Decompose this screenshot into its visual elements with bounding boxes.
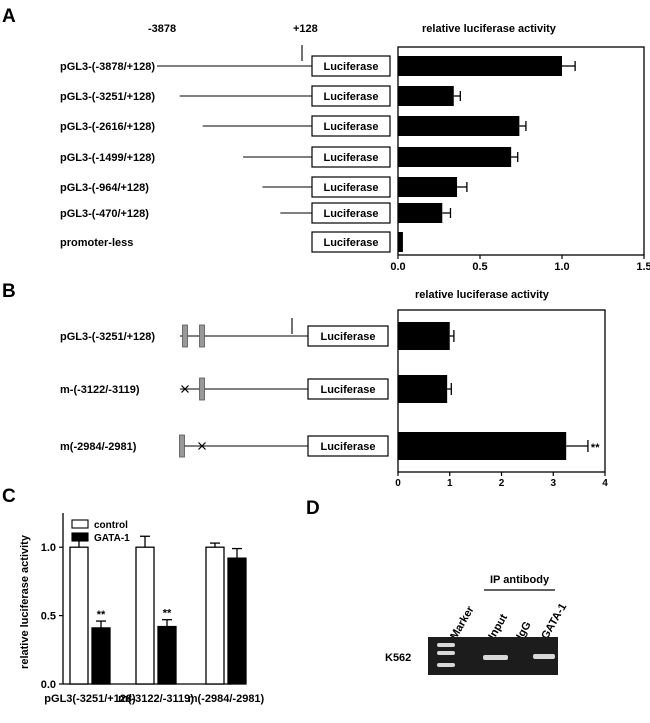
gata-site-b <box>199 324 205 348</box>
luciferase-label-a: Luciferase <box>323 208 378 220</box>
mutated-site-b <box>181 385 189 393</box>
x-tick-label-a: 0.0 <box>390 261 405 273</box>
input-band <box>483 655 508 660</box>
y-tick-label-c: 0.5 <box>41 611 56 623</box>
panel-letter-a: A <box>2 6 16 27</box>
luciferase-label-b: Luciferase <box>320 441 375 453</box>
bar-gata1-c <box>91 627 111 685</box>
construct-label-a: pGL3-(-2616/+128) <box>60 121 155 133</box>
construct-label-a: promoter-less <box>60 237 133 249</box>
bar-gata1-c <box>157 625 177 685</box>
construct-label-a: pGL3-(-3251/+128) <box>60 91 155 103</box>
marker-band-1 <box>437 643 455 647</box>
luciferase-box-a <box>311 55 391 77</box>
luciferase-label-b: Luciferase <box>320 384 375 396</box>
gata-site-b <box>199 377 205 401</box>
construct-label-a: pGL3-(-470/+128) <box>60 208 149 220</box>
x-category-label-c: pGL3(-3251/+128) <box>44 693 136 705</box>
luciferase-box-b <box>307 378 389 400</box>
legend-label-c: control <box>94 520 128 531</box>
coord-end-label: +128 <box>293 23 318 35</box>
coord-start-label: -3878 <box>148 23 176 35</box>
luciferase-box-b <box>307 325 389 347</box>
luciferase-box-a <box>311 115 391 137</box>
construct-label-a: pGL3-(-3878/+128) <box>60 61 155 73</box>
significance-label-c: ** <box>163 608 172 620</box>
bar-b <box>398 322 450 350</box>
luciferase-box-a <box>311 202 391 224</box>
gata-site-b <box>179 434 185 458</box>
construct-label-b: m-(-3122/-3119) <box>60 384 140 396</box>
bar-b <box>398 375 448 403</box>
construct-label-b: m(-2984/-2981) <box>60 441 137 453</box>
bar-a <box>398 203 443 223</box>
luciferase-label-a: Luciferase <box>323 182 378 194</box>
bar-gata1-c <box>227 557 247 685</box>
x-tick-label-b: 3 <box>550 478 556 489</box>
luciferase-box-a <box>311 176 391 198</box>
axis-title-a: relative luciferase activity <box>422 23 557 35</box>
construct-label-a: pGL3-(-964/+128) <box>60 182 149 194</box>
chart-c: 0.0 0.5 1.0 relative luciferase activity ** *… <box>19 513 265 705</box>
bar-a <box>398 116 520 136</box>
bar-b <box>398 432 567 460</box>
legend-swatch-c <box>71 519 89 529</box>
x-tick-label-b: 1 <box>447 478 453 489</box>
lane-label-gata1: GATA-1 <box>539 601 569 641</box>
cell-line-label: K562 <box>385 652 411 664</box>
marker-band-3 <box>437 663 455 667</box>
x-tick-label-a: 0.5 <box>472 261 487 273</box>
mutated-site-b <box>198 442 206 450</box>
luciferase-label-a: Luciferase <box>323 121 378 133</box>
x-category-label-c: m(-2984/-2981) <box>188 693 265 705</box>
luciferase-box-b <box>307 435 389 457</box>
construct-label-b: pGL3-(-3251/+128) <box>60 331 155 343</box>
significance-label-b: ** <box>591 442 600 454</box>
panel-letter-b: B <box>2 281 16 302</box>
chart-b: ** 0 1 2 3 4 <box>395 309 608 489</box>
marker-band-2 <box>437 651 455 655</box>
luciferase-label-b: Luciferase <box>320 331 375 343</box>
gata1-band <box>533 654 555 659</box>
y-tick-label-c: 1.0 <box>41 542 56 554</box>
x-tick-label-b: 0 <box>395 478 401 489</box>
bar-control-c <box>135 546 155 685</box>
x-tick-label-a: 1.0 <box>554 261 569 273</box>
x-tick-label-b: 2 <box>499 478 505 489</box>
y-tick-label-c: 0.0 <box>41 679 56 691</box>
ip-header: IP antibody <box>490 574 550 586</box>
bar-a <box>398 56 562 76</box>
chart-a: 0.0 0.5 1.0 1.5 <box>390 46 650 273</box>
x-tick-label-a: 1.5 <box>636 261 650 273</box>
bar-a <box>398 177 458 197</box>
x-category-label-c: m(-3122/-3119) <box>118 693 194 705</box>
panel-letter-d: D <box>306 498 320 519</box>
luciferase-label-a: Luciferase <box>323 152 378 164</box>
constructs-b: pGL3-(-3251/+128) Luciferase m-(-3122/-311… <box>60 318 389 458</box>
panel-letter-c: C <box>2 486 16 507</box>
x-tick-label-b: 4 <box>602 478 608 489</box>
legend-swatch-c <box>71 532 89 542</box>
gel-panel: IP antibody Marker Input IgG GATA-1 K562 <box>385 574 569 675</box>
luciferase-label-a: Luciferase <box>323 91 378 103</box>
luciferase-box-a <box>311 146 391 168</box>
gata-site-b <box>182 324 188 348</box>
bar-a <box>398 232 403 252</box>
luciferase-label-a: Luciferase <box>323 61 378 73</box>
legend-label-c: GATA-1 <box>94 533 130 544</box>
y-axis-title-c: relative luciferase activity <box>19 534 31 669</box>
constructs-a: pGL3-(-3878/+128) Luciferase pGL3-(-3251/+… <box>60 45 391 253</box>
significance-label-c: ** <box>97 609 106 621</box>
construct-label-a: pGL3-(-1499/+128) <box>60 152 155 164</box>
bar-control-c <box>205 546 225 685</box>
lane-label-marker: Marker <box>448 604 477 642</box>
luciferase-box-a <box>311 231 391 253</box>
bar-control-c <box>69 546 89 685</box>
bar-a <box>398 86 454 106</box>
bar-a <box>398 147 512 167</box>
luciferase-box-a <box>311 85 391 107</box>
luciferase-label-a: Luciferase <box>323 237 378 249</box>
axis-title-b: relative luciferase activity <box>415 289 550 301</box>
